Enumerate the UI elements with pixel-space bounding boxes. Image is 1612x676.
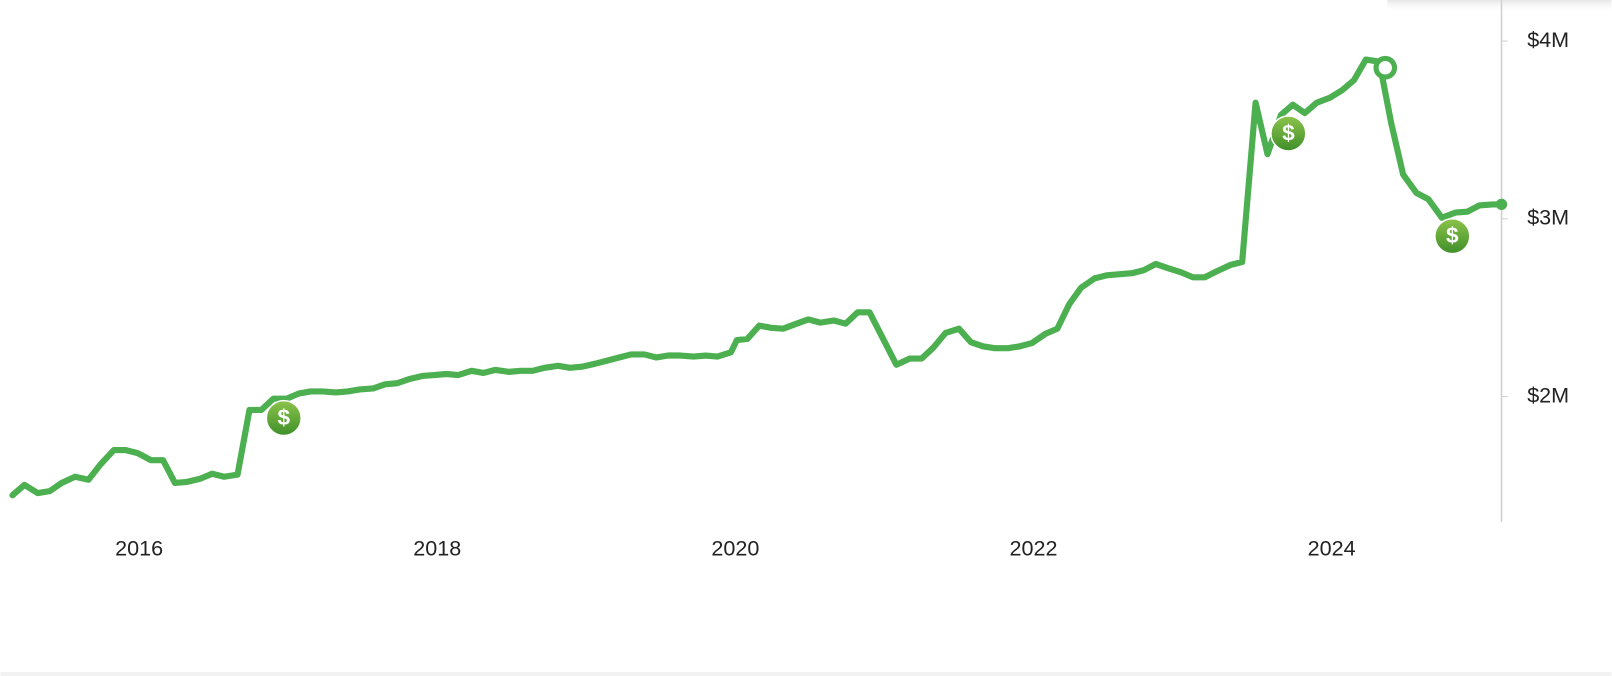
y-tick-label: $2M (1527, 382, 1569, 407)
end-dot (1495, 198, 1508, 211)
y-tick-label: $3M (1527, 205, 1569, 230)
x-tick-label: 2022 (1010, 535, 1058, 560)
event-icon-label: $ (1282, 120, 1295, 145)
hover-marker (1373, 55, 1398, 80)
event-icon-circle (1434, 218, 1471, 255)
event-icon-label: $ (1446, 223, 1459, 248)
event-icon-circle (1270, 115, 1307, 152)
y-tick-label: $4M (1527, 27, 1569, 52)
x-tick-label: 2024 (1308, 535, 1356, 560)
event-icon: $ (265, 399, 302, 437)
event-icon: $ (1434, 218, 1471, 255)
x-tick-label: 2020 (711, 535, 759, 560)
x-tick-label: 2018 (413, 535, 461, 560)
x-tick-label: 2016 (115, 535, 163, 560)
data-line (9, 56, 1505, 499)
bottom-strip (0, 671, 1612, 676)
event-icon: $ (1270, 115, 1307, 152)
event-icon-circle (265, 399, 302, 437)
event-icon-label: $ (277, 405, 290, 430)
card-shadow (1387, 0, 1612, 13)
